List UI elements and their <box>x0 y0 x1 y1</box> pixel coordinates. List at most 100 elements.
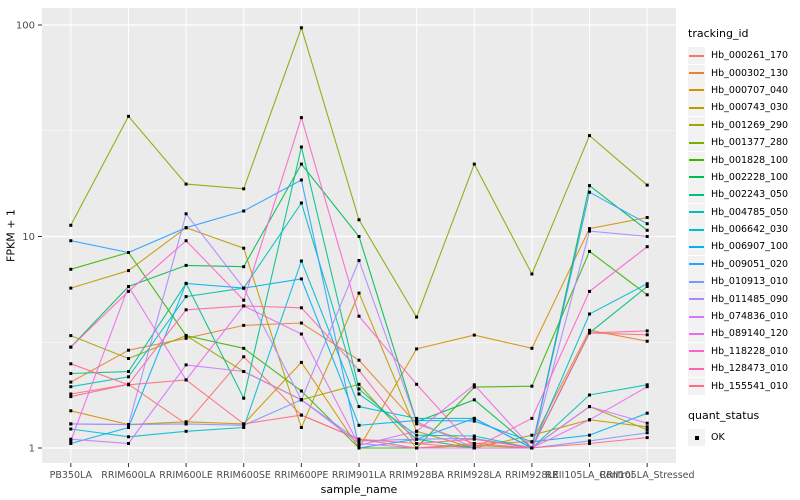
data-point <box>69 380 73 384</box>
data-point <box>242 286 246 290</box>
data-point <box>645 228 649 232</box>
legend-line-swatch-icon <box>689 193 704 196</box>
legend-item-label: Hb_001377_280 <box>711 137 789 149</box>
legend-line-swatch-icon <box>689 72 704 75</box>
legend-item: Hb_000261_170 <box>688 47 788 65</box>
data-point <box>472 333 476 337</box>
legend-line-swatch-icon <box>689 141 704 144</box>
data-point <box>184 378 188 382</box>
data-point <box>472 416 476 420</box>
data-point <box>415 422 419 426</box>
legend-key <box>688 308 705 326</box>
data-point <box>415 382 419 386</box>
legend-quant-status-block: quant_status OK <box>688 409 788 446</box>
data-point <box>530 440 534 444</box>
data-point <box>69 334 73 338</box>
data-point <box>357 358 361 362</box>
data-point <box>184 308 188 312</box>
data-point <box>357 439 361 443</box>
legend-item-label: Hb_002243_050 <box>711 189 789 201</box>
data-point <box>645 421 649 425</box>
legend-line-swatch-icon <box>689 106 704 109</box>
data-point <box>588 134 591 138</box>
legend-line-swatch-icon <box>689 176 704 179</box>
data-point <box>299 178 303 182</box>
data-point <box>299 259 303 263</box>
legend-key <box>688 377 705 395</box>
legend-key <box>688 273 705 291</box>
data-point <box>415 315 419 319</box>
data-point <box>242 355 246 359</box>
data-point <box>127 285 130 288</box>
legend-line-swatch-icon <box>689 211 704 214</box>
data-point <box>299 413 303 417</box>
data-point <box>357 437 361 441</box>
legend-item-label: Hb_002228_100 <box>711 171 789 183</box>
data-point <box>530 346 534 350</box>
legend-quant-status-header: quant_status <box>688 408 760 422</box>
legend-item: Hb_010913_010 <box>688 273 788 291</box>
quant-ok-key <box>688 429 705 446</box>
data-point <box>299 321 303 325</box>
x-tick-label: RRIM901LA <box>332 470 387 481</box>
legend-item-label: Hb_011485_090 <box>711 293 789 305</box>
legend-line-swatch-icon <box>689 315 704 318</box>
legend-item-label: Hb_128473_010 <box>711 363 789 375</box>
data-point <box>299 398 303 402</box>
data-point <box>645 329 649 333</box>
data-point <box>242 346 246 350</box>
data-point <box>69 409 73 413</box>
legend-item: Hb_074836_010 <box>688 308 789 326</box>
legend-line-swatch-icon <box>689 159 704 162</box>
legend-line-swatch-icon <box>689 367 704 370</box>
data-point <box>530 384 534 388</box>
legend-key <box>688 342 705 360</box>
legend-item-label: Hb_089140_120 <box>711 328 789 340</box>
legend-line-swatch-icon <box>689 280 704 283</box>
data-point <box>645 431 649 435</box>
data-point <box>415 347 419 351</box>
data-point <box>127 251 130 254</box>
data-point <box>127 423 130 427</box>
data-point <box>69 442 73 445</box>
data-point <box>357 442 361 445</box>
data-point <box>415 442 419 445</box>
legend-line-swatch-icon <box>689 89 704 92</box>
legend-item: Hb_128473_010 <box>688 360 789 378</box>
data-point <box>530 433 534 437</box>
data-point <box>472 398 476 402</box>
data-point <box>69 392 73 396</box>
data-point <box>645 436 649 440</box>
y-tick-label: 100 <box>16 21 35 32</box>
data-point <box>299 360 303 364</box>
legend-item-label: Hb_000743_030 <box>711 102 789 114</box>
data-point <box>69 223 73 227</box>
data-point <box>357 387 361 391</box>
legend-item: Hb_002228_100 <box>688 168 789 186</box>
data-point <box>645 245 649 249</box>
legend-key <box>688 134 705 152</box>
data-point <box>645 183 649 187</box>
data-point <box>69 385 73 389</box>
data-point <box>69 286 73 290</box>
data-point <box>69 427 73 431</box>
x-tick-label: RRIM600SE <box>217 470 271 481</box>
legend-item-label: Hb_006907_100 <box>711 241 789 253</box>
legend-item-label: Hb_155541_010 <box>711 380 789 392</box>
data-point <box>357 235 361 238</box>
data-point <box>530 272 534 276</box>
legend-item-label: Hb_009051_020 <box>711 258 789 270</box>
legend-item-label: Hb_074836_010 <box>711 311 789 323</box>
data-point <box>415 420 419 424</box>
legend-item: Hb_089140_120 <box>688 325 789 343</box>
data-point <box>127 383 130 387</box>
data-point <box>357 259 361 262</box>
data-point <box>127 370 130 373</box>
data-point <box>472 419 476 423</box>
legend-tracking-id-header: tracking_id <box>688 27 749 40</box>
legend-key <box>688 99 705 117</box>
data-point <box>242 265 246 269</box>
legend-line-swatch-icon <box>689 228 704 231</box>
data-point <box>472 434 476 438</box>
legend-item: Hb_000302_130 <box>688 64 788 82</box>
